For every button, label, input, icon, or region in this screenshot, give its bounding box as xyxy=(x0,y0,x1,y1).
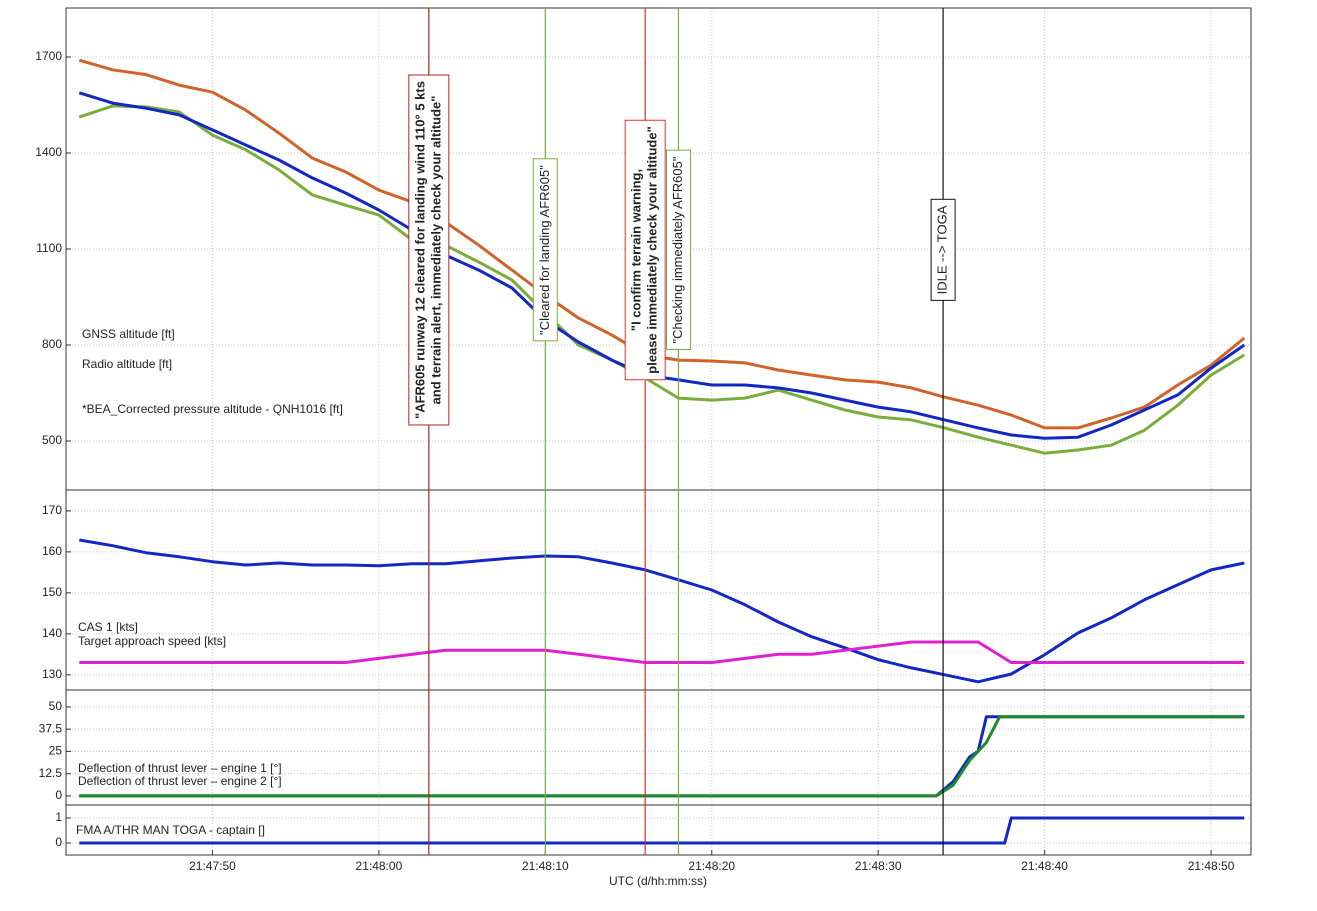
y-tick-label: 160 xyxy=(42,544,62,558)
annotation: "AFR605 runway 12 cleared for landing wi… xyxy=(408,74,450,426)
legend-label: Radio altitude [ft] xyxy=(82,357,172,371)
panel-frame xyxy=(65,804,1252,856)
series-line xyxy=(78,104,1246,455)
x-tick-label: 21:48:10 xyxy=(522,859,569,873)
annotation: "Cleared for landing AFR605" xyxy=(532,158,558,342)
y-tick-label: 170 xyxy=(42,503,62,517)
y-tick-label: 12.5 xyxy=(39,766,63,780)
y-tick-label: 25 xyxy=(49,744,63,758)
x-axis-label: UTC (d/hh:mm:ss) xyxy=(609,874,707,888)
annotation-box xyxy=(532,158,558,342)
x-tick-label: 21:48:50 xyxy=(1188,859,1235,873)
annotation-box xyxy=(665,149,691,350)
annotation-box xyxy=(930,198,956,301)
x-tick-label: 21:48:40 xyxy=(1021,859,1068,873)
y-tick-label: 150 xyxy=(42,585,62,599)
y-tick-label: 500 xyxy=(42,433,62,447)
annotation-text: "Checking immediately AFR605" xyxy=(670,156,685,343)
x-tick-label: 21:48:00 xyxy=(356,859,403,873)
series-line xyxy=(79,640,1245,664)
y-tick-label: 140 xyxy=(42,626,62,640)
annotation-text: "Cleared for landing AFR605" xyxy=(537,165,552,335)
y-tick-label: 0 xyxy=(55,788,62,802)
legend-label: GNSS altitude [ft] xyxy=(82,327,175,341)
y-tick-label: 130 xyxy=(42,667,62,681)
annotation: IDLE --> TOGA xyxy=(930,198,956,301)
legend-label: FMA A/THR MAN TOGA - captain [] xyxy=(76,823,265,837)
series-line xyxy=(79,538,1245,684)
series-line xyxy=(79,715,1245,798)
x-tick-label: 21:48:20 xyxy=(688,859,735,873)
annotation-box xyxy=(408,74,450,426)
annotation-text: please immediately check your altitude" xyxy=(645,126,660,373)
y-tick-label: 800 xyxy=(42,337,62,351)
y-tick-label: 37.5 xyxy=(39,721,63,735)
panel-frame xyxy=(65,489,1252,691)
legend-label: CAS 1 [kts] xyxy=(78,620,138,634)
legend-label: Deflection of thrust lever – engine 2 [°… xyxy=(78,774,282,788)
annotation: "I confirm terrain warning, please immedi… xyxy=(624,119,666,381)
legend-label: Target approach speed [kts] xyxy=(78,634,226,648)
y-tick-label: 0 xyxy=(55,835,62,849)
y-tick-label: 1400 xyxy=(35,145,62,159)
annotation-text: "AFR605 runway 12 cleared for landing wi… xyxy=(412,81,427,419)
y-tick-label: 1 xyxy=(55,810,62,824)
y-tick-label: 1700 xyxy=(35,49,62,63)
annotation-box xyxy=(624,119,666,381)
x-tick-label: 21:48:30 xyxy=(855,859,902,873)
legend-label: Deflection of thrust lever – engine 1 [°… xyxy=(78,761,282,775)
y-tick-label: 50 xyxy=(49,699,63,713)
x-tick-label: 21:47:50 xyxy=(189,859,236,873)
y-tick-label: 1100 xyxy=(36,241,62,255)
annotation-text: "I confirm terrain warning, xyxy=(629,169,644,331)
legend-label: *BEA_Corrected pressure altitude - QNH10… xyxy=(82,402,343,416)
annotation: "Checking immediately AFR605" xyxy=(665,149,691,350)
annotation-text: and terrain alert, immediately check you… xyxy=(428,96,443,405)
series-line xyxy=(79,816,1245,845)
annotation-text: IDLE --> TOGA xyxy=(935,205,950,294)
